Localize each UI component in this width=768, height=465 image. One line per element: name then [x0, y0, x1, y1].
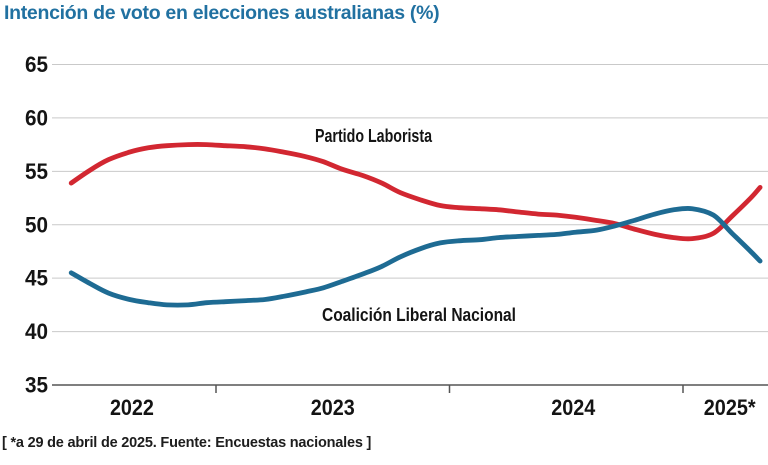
gridlines — [52, 64, 768, 393]
labor-series-label: Partido Laborista — [315, 125, 433, 146]
y-tick-label: 50 — [25, 212, 48, 237]
x-tick-label: 2024 — [551, 395, 596, 420]
labor-line — [68, 142, 763, 242]
y-tick-label: 40 — [25, 319, 48, 344]
y-tick-label: 60 — [25, 105, 48, 130]
source-note: [ *a 29 de abril de 2025. Fuente: Encues… — [2, 435, 372, 451]
coalition-series-label: Coalición Liberal Nacional — [322, 304, 516, 325]
x-tick-label: 2023 — [311, 395, 355, 420]
y-tick-label: 35 — [25, 373, 48, 398]
coalition-line — [68, 205, 763, 308]
y-tick-label: 55 — [25, 159, 48, 184]
x-axis-labels: 2022 2023 2024 2025* — [110, 395, 756, 420]
x-tick-label: 2025* — [704, 395, 756, 420]
chart-title: Intención de voto en elecciones australi… — [4, 2, 440, 24]
x-tick-label: 2022 — [110, 395, 154, 420]
y-axis-labels: 65 60 55 50 45 40 35 — [25, 52, 48, 398]
vote-intention-chart: 65 60 55 50 45 40 35 2022 2023 2024 2025* Partido… — [25, 52, 768, 420]
y-tick-label: 65 — [25, 52, 48, 77]
series-lines — [68, 142, 763, 308]
y-tick-label: 45 — [25, 266, 48, 291]
